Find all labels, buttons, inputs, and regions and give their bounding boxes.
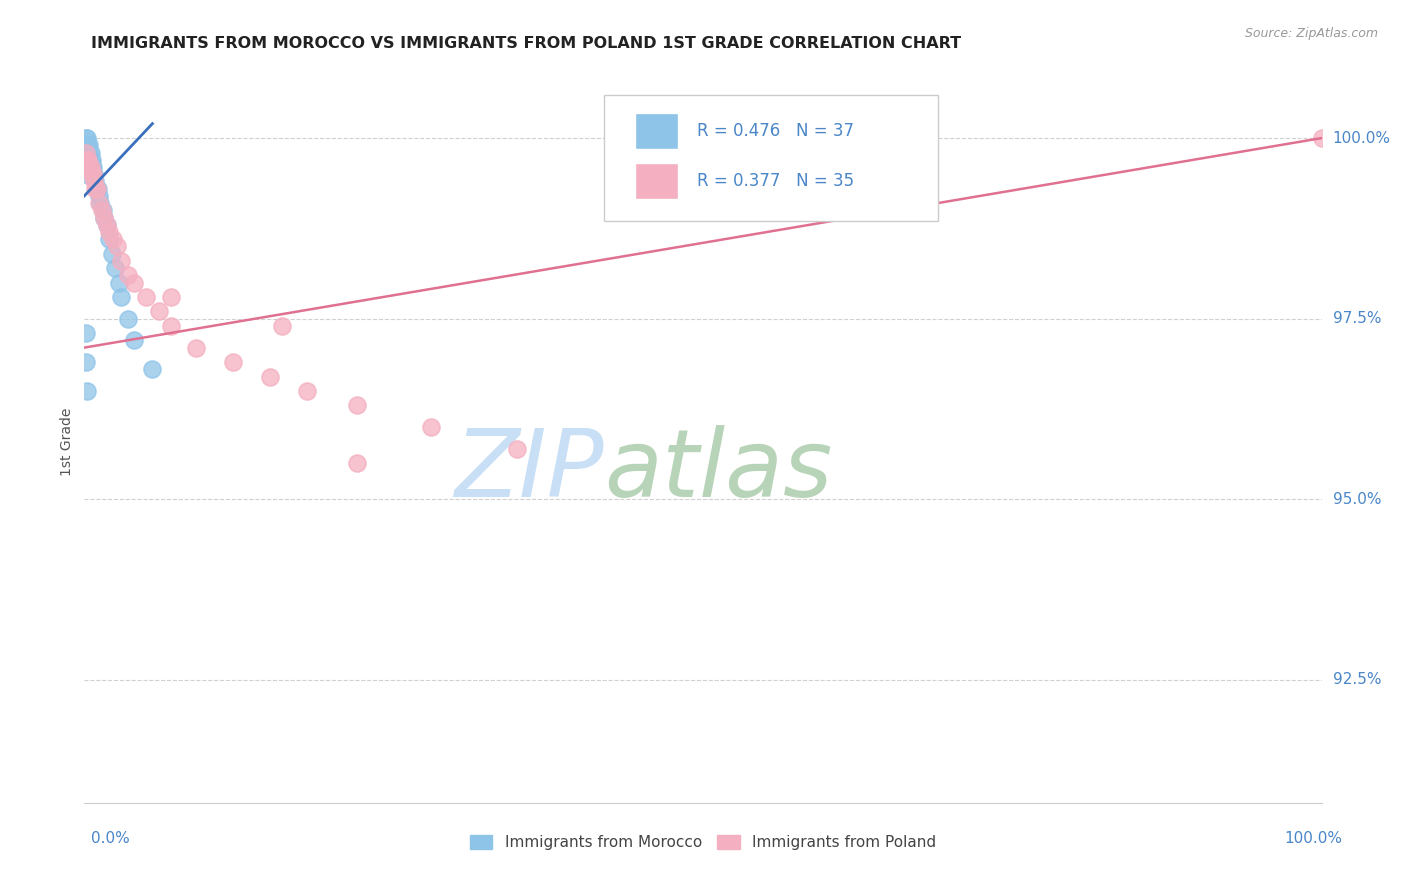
Point: [89, 196, 111, 211]
Point: [160, 318, 183, 333]
Point: [79, 138, 101, 153]
Point: [83, 167, 105, 181]
Text: IMMIGRANTS FROM MOROCCO VS IMMIGRANTS FROM POLAND 1ST GRADE CORRELATION CHART: IMMIGRANTS FROM MOROCCO VS IMMIGRANTS FR…: [91, 36, 962, 51]
Point: [75, 153, 97, 167]
Point: [82, 160, 104, 174]
Point: [100, 246, 122, 260]
Point: [89, 189, 111, 203]
Point: [98, 232, 121, 246]
Point: [76, 384, 98, 398]
Point: [1310, 131, 1333, 145]
Point: [122, 276, 145, 290]
Point: [87, 181, 110, 195]
Point: [96, 218, 118, 232]
Point: [117, 311, 139, 326]
Point: [346, 456, 368, 470]
Point: [80, 153, 103, 167]
Text: 97.5%: 97.5%: [1333, 311, 1381, 326]
Text: 100.0%: 100.0%: [1285, 831, 1343, 846]
Point: [77, 145, 100, 160]
Point: [80, 160, 103, 174]
Point: [82, 167, 104, 181]
FancyBboxPatch shape: [636, 112, 678, 149]
Text: 0.0%: 0.0%: [91, 831, 131, 846]
Point: [82, 167, 104, 181]
Text: Source: ZipAtlas.com: Source: ZipAtlas.com: [1244, 27, 1378, 40]
Point: [98, 225, 121, 239]
Point: [101, 232, 124, 246]
Point: [77, 138, 100, 153]
Point: [80, 167, 103, 181]
Text: 92.5%: 92.5%: [1333, 673, 1381, 688]
Point: [75, 355, 97, 369]
Point: [76, 138, 98, 153]
Point: [75, 326, 97, 340]
Point: [90, 203, 112, 218]
Point: [108, 276, 131, 290]
Point: [104, 261, 127, 276]
Point: [271, 318, 294, 333]
Point: [91, 203, 114, 218]
Text: ZIP: ZIP: [454, 425, 605, 516]
Point: [75, 138, 97, 153]
Point: [79, 160, 101, 174]
Point: [222, 355, 245, 369]
Point: [184, 341, 207, 355]
Point: [506, 442, 529, 456]
Point: [295, 384, 318, 398]
Point: [73, 167, 96, 181]
Point: [93, 211, 115, 225]
Point: [259, 369, 281, 384]
Text: 100.0%: 100.0%: [1333, 130, 1391, 145]
FancyBboxPatch shape: [605, 95, 938, 221]
Y-axis label: 1st Grade: 1st Grade: [60, 408, 75, 475]
Text: 95.0%: 95.0%: [1333, 491, 1381, 507]
Point: [110, 290, 132, 304]
Point: [83, 174, 105, 188]
Point: [105, 239, 128, 253]
Point: [75, 131, 97, 145]
Point: [86, 181, 108, 195]
Point: [110, 253, 132, 268]
Point: [346, 398, 368, 412]
Point: [75, 145, 97, 160]
Point: [117, 268, 139, 283]
Text: R = 0.476   N = 37: R = 0.476 N = 37: [697, 122, 853, 140]
Point: [419, 420, 441, 434]
Point: [84, 174, 107, 188]
Point: [77, 153, 100, 167]
Text: R = 0.377   N = 35: R = 0.377 N = 35: [697, 172, 853, 190]
Point: [79, 153, 101, 167]
Point: [77, 145, 100, 160]
Point: [89, 196, 111, 211]
Point: [141, 362, 163, 376]
Point: [79, 145, 101, 160]
Point: [135, 290, 157, 304]
FancyBboxPatch shape: [636, 163, 678, 200]
Text: atlas: atlas: [605, 425, 832, 516]
Point: [122, 334, 145, 348]
Point: [79, 153, 101, 167]
Point: [93, 211, 115, 225]
Point: [86, 181, 108, 195]
Point: [96, 218, 118, 232]
Point: [79, 160, 101, 174]
Legend: Immigrants from Morocco, Immigrants from Poland: Immigrants from Morocco, Immigrants from…: [464, 830, 942, 856]
Point: [76, 131, 98, 145]
Point: [148, 304, 170, 318]
Point: [160, 290, 183, 304]
Point: [79, 145, 101, 160]
Point: [84, 181, 107, 195]
Point: [76, 153, 98, 167]
